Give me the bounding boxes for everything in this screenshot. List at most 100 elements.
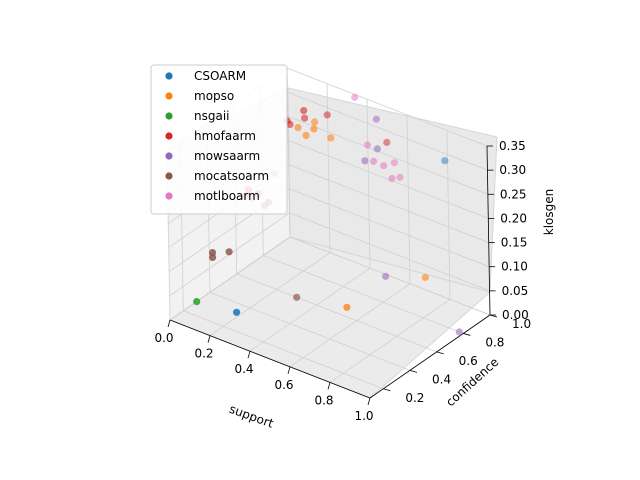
data-point bbox=[327, 134, 335, 142]
y-tick-label: 0.2 bbox=[405, 391, 424, 405]
data-point bbox=[388, 174, 396, 183]
data-point bbox=[293, 293, 301, 301]
x-tick-mark bbox=[247, 351, 251, 359]
y-tick-label: 0.8 bbox=[485, 335, 504, 349]
legend-label: mowsaarm bbox=[194, 149, 260, 163]
y-grid-floor bbox=[183, 310, 384, 390]
y-tick-mark bbox=[463, 333, 471, 336]
legend-marker bbox=[165, 112, 173, 120]
legend-marker bbox=[165, 92, 173, 100]
z-axis-line bbox=[486, 145, 491, 316]
x-grid-back bbox=[406, 114, 411, 284]
data-point bbox=[396, 173, 404, 181]
z-grid-back bbox=[287, 115, 489, 195]
legend-items: CSOARM mopso nsgaii hmofaarm mowsaarm mocatso… bbox=[165, 69, 269, 203]
z-tick-label: 0.10 bbox=[501, 260, 528, 274]
x-tick-mark bbox=[367, 397, 371, 406]
x-grid-floor bbox=[209, 252, 331, 336]
z-grid-back bbox=[288, 140, 489, 219]
x-tick-label: 1.0 bbox=[354, 409, 373, 423]
data-point bbox=[209, 253, 217, 261]
y-grid-floor bbox=[236, 273, 437, 353]
data-point bbox=[363, 141, 371, 149]
legend-marker bbox=[165, 172, 173, 180]
z-tick-label: 0.20 bbox=[500, 211, 527, 225]
x-grid-back bbox=[446, 130, 451, 300]
y-tick-label: 1.0 bbox=[512, 317, 531, 331]
y-tick-label: 0.6 bbox=[459, 354, 478, 368]
z-tick-label: 0.00 bbox=[502, 308, 529, 322]
legend-marker bbox=[165, 152, 173, 160]
y-axis-line bbox=[369, 314, 491, 399]
y-tick-mark bbox=[436, 351, 444, 355]
x-tick-mark bbox=[327, 382, 331, 390]
data-point bbox=[311, 118, 319, 126]
z-grid-back bbox=[286, 67, 488, 147]
legend-label: nsgaii bbox=[194, 109, 230, 123]
legend-marker bbox=[165, 132, 173, 140]
data-point bbox=[373, 145, 381, 153]
data-point bbox=[441, 157, 449, 165]
x-tick-mark bbox=[207, 335, 211, 343]
data-point bbox=[323, 111, 331, 119]
data-point bbox=[455, 328, 463, 336]
z-tick-label: 0.30 bbox=[499, 163, 526, 177]
x-grid-back bbox=[366, 99, 371, 269]
z-grid-back bbox=[288, 188, 490, 268]
data-point bbox=[302, 131, 310, 140]
data-point bbox=[382, 272, 390, 280]
data-point bbox=[421, 273, 429, 281]
data-point bbox=[383, 138, 391, 146]
x-tick-label: 0.4 bbox=[234, 362, 253, 376]
z-grid-back bbox=[289, 236, 491, 316]
z-tick-label: 0.15 bbox=[501, 236, 528, 250]
data-point bbox=[380, 162, 388, 170]
data-point bbox=[294, 123, 302, 132]
y-tick-mark bbox=[383, 388, 391, 392]
legend-marker bbox=[165, 192, 173, 200]
x-grid-floor bbox=[289, 283, 411, 368]
x-tick-mark bbox=[287, 366, 291, 374]
z-grid-back bbox=[288, 164, 489, 243]
data-point bbox=[351, 93, 359, 101]
z-axis-label: klosgen bbox=[542, 189, 556, 235]
x-grid-floor bbox=[249, 267, 371, 352]
data-point bbox=[193, 298, 201, 306]
legend-label: mocatsoarm bbox=[194, 169, 269, 183]
z-tick-label: 0.05 bbox=[502, 284, 529, 298]
y-grid-floor bbox=[209, 291, 411, 371]
legend: CSOARM mopso nsgaii hmofaarm mowsaarm mocatso… bbox=[150, 64, 288, 215]
x-axis-label: support bbox=[227, 402, 275, 431]
z-grid-back bbox=[289, 212, 490, 292]
legend-marker bbox=[165, 72, 173, 80]
z-grid-back bbox=[287, 91, 488, 171]
series-nsgaii bbox=[193, 298, 201, 306]
data-point bbox=[225, 248, 233, 256]
x-axis-line bbox=[169, 319, 371, 399]
data-point bbox=[233, 308, 241, 316]
z-tick-label: 0.25 bbox=[500, 187, 527, 201]
data-point bbox=[390, 159, 398, 167]
y-tick-mark bbox=[409, 369, 418, 373]
data-point bbox=[343, 303, 351, 311]
x-tick-label: 0.6 bbox=[274, 378, 293, 392]
data-point bbox=[370, 157, 378, 165]
x-tick-label: 0.0 bbox=[154, 331, 173, 345]
tick-labels: 0.00.20.40.60.81.00.20.40.60.81.00.000.0… bbox=[154, 139, 531, 423]
data-point bbox=[301, 114, 309, 122]
z-grid-left bbox=[169, 236, 291, 321]
legend-frame bbox=[150, 64, 288, 215]
series-mopso bbox=[294, 118, 429, 311]
data-point bbox=[372, 115, 380, 123]
axis-lines bbox=[169, 145, 491, 399]
data-point bbox=[310, 125, 318, 133]
legend-label: motlboarm bbox=[194, 189, 260, 203]
x-tick-label: 0.2 bbox=[194, 347, 213, 361]
x-tick-label: 0.8 bbox=[314, 393, 333, 407]
data-point bbox=[361, 157, 369, 165]
y-grid-floor bbox=[263, 255, 464, 334]
legend-label: hmofaarm bbox=[194, 129, 256, 143]
x-tick-mark bbox=[167, 319, 171, 328]
